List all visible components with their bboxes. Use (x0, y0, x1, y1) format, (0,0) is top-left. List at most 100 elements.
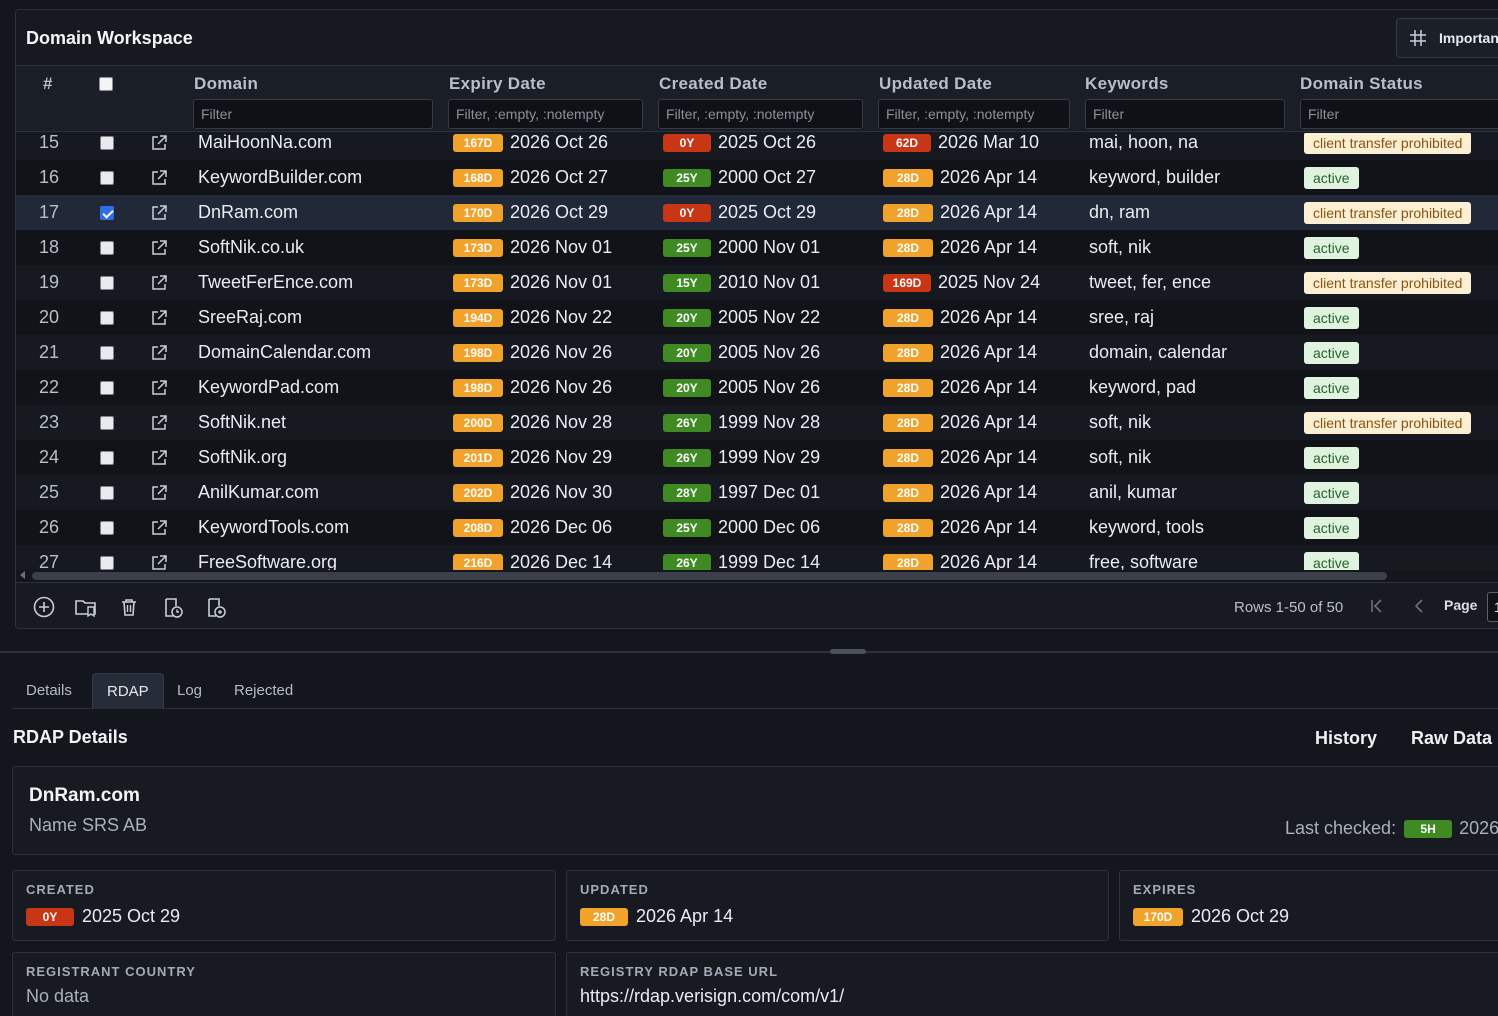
updated-filter-input[interactable] (878, 99, 1070, 129)
domain-name[interactable]: TweetFerEnce.com (198, 272, 354, 292)
row-checkbox[interactable] (100, 310, 114, 325)
expiry-cell: 216D 2026 Dec 14 (453, 545, 612, 573)
column-header-domain[interactable]: Domain (194, 74, 259, 93)
open-external-icon[interactable] (150, 274, 168, 292)
domain-name[interactable]: KeywordBuilder.com (198, 167, 363, 187)
row-checkbox[interactable] (100, 240, 114, 255)
domain-name[interactable]: SoftNik.co.uk (198, 237, 305, 257)
row-checkbox[interactable] (100, 170, 114, 185)
add-circle-icon[interactable] (32, 595, 56, 619)
updated-badge: 28D (883, 343, 933, 362)
domain-name[interactable]: SoftNik.net (198, 412, 287, 432)
column-header-keywords[interactable]: Keywords (1085, 74, 1169, 93)
status-filter-input[interactable] (1300, 99, 1498, 129)
domain-name[interactable]: SoftNik.org (198, 447, 288, 467)
table-row[interactable]: 27 FreeSoftware.org 216D 2026 Dec 14 26Y 1999… (16, 545, 1498, 573)
table-row[interactable]: 16 KeywordBuilder.com 168D 2026 Oct 27 25Y 20… (16, 160, 1498, 195)
table-row[interactable]: 20 SreeRaj.com 194D 2026 Nov 22 20Y 2005 Nov … (16, 300, 1498, 335)
table-row[interactable]: 17 DnRam.com 170D 2026 Oct 29 0Y 2025 Oct 29 2… (16, 195, 1498, 230)
table-row[interactable]: 19 TweetFerEnce.com 173D 2026 Nov 01 15Y 2010… (16, 265, 1498, 300)
table-header: # Domain Expiry Date Created Date Update… (16, 66, 1498, 132)
tab-details[interactable]: Details (26, 682, 72, 699)
domain-filter-input[interactable] (193, 99, 433, 129)
expiry-date: 2026 Oct 27 (510, 167, 609, 187)
keywords-cell: mai, hoon, na (1089, 133, 1199, 152)
page-number-input[interactable] (1487, 592, 1498, 622)
raw-data-button[interactable]: Raw Data (1411, 728, 1493, 748)
row-checkbox[interactable] (100, 135, 114, 150)
table-row[interactable]: 18 SoftNik.co.uk 173D 2026 Nov 01 25Y 2000 No… (16, 230, 1498, 265)
column-header-updated[interactable]: Updated Date (879, 74, 993, 93)
row-checkbox[interactable] (100, 555, 114, 570)
expiry-date: 2026 Dec 06 (510, 517, 613, 537)
first-page-icon[interactable] (1368, 596, 1386, 616)
created-badge: 25Y (663, 518, 711, 537)
select-all-checkbox[interactable] (99, 77, 113, 91)
open-external-icon[interactable] (150, 344, 168, 362)
tab-rejected[interactable]: Rejected (234, 682, 294, 699)
updated-cell: 28D 2026 Apr 14 (883, 475, 1037, 510)
open-external-icon[interactable] (150, 449, 168, 467)
domain-name[interactable]: SreeRaj.com (198, 307, 303, 327)
domain-name[interactable]: MaiHoonNa.com (198, 133, 333, 152)
row-checkbox[interactable] (100, 345, 114, 360)
domain-name[interactable]: KeywordPad.com (198, 377, 340, 397)
column-header-number[interactable]: # (43, 74, 53, 93)
history-button[interactable]: History (1315, 728, 1378, 748)
table-row[interactable]: 24 SoftNik.org 201D 2026 Nov 29 26Y 1999 Nov … (16, 440, 1498, 475)
splitter-handle[interactable] (830, 649, 866, 654)
row-checkbox[interactable] (100, 485, 114, 500)
column-header-created[interactable]: Created Date (659, 74, 768, 93)
folder-bookmark-icon[interactable] (74, 595, 98, 619)
open-external-icon[interactable] (150, 379, 168, 397)
open-external-icon[interactable] (150, 309, 168, 327)
row-checkbox[interactable] (100, 415, 114, 430)
scroll-left-arrow-icon[interactable] (20, 571, 25, 579)
keywords-filter-input[interactable] (1085, 99, 1285, 129)
open-external-icon[interactable] (150, 519, 168, 537)
created-filter-input[interactable] (658, 99, 863, 129)
domain-name[interactable]: KeywordTools.com (198, 517, 350, 537)
expiry-date: 2026 Oct 29 (510, 202, 609, 222)
created-cell: 26Y 1999 Dec 14 (663, 545, 820, 573)
domain-name[interactable]: AnilKumar.com (198, 482, 320, 502)
table-row[interactable]: 15 MaiHoonNa.com 167D 2026 Oct 26 0Y 2025 Oct… (16, 133, 1498, 160)
open-external-icon[interactable] (150, 239, 168, 257)
table-row[interactable]: 26 KeywordTools.com 208D 2026 Dec 06 25Y 2000… (16, 510, 1498, 545)
open-external-icon[interactable] (150, 554, 168, 572)
tab-log[interactable]: Log (177, 682, 203, 699)
import-button[interactable]: Important (1396, 18, 1498, 58)
row-checkbox[interactable] (100, 450, 114, 465)
open-external-icon[interactable] (150, 169, 168, 187)
row-checkbox[interactable] (100, 380, 114, 395)
open-external-icon[interactable] (150, 414, 168, 432)
table-row[interactable]: 25 AnilKumar.com 202D 2026 Nov 30 28Y 1997 De… (16, 475, 1498, 510)
open-external-icon[interactable] (150, 204, 168, 222)
open-external-icon[interactable] (150, 134, 168, 152)
row-checkbox[interactable] (100, 205, 114, 220)
expiry-cell: 168D 2026 Oct 27 (453, 160, 608, 195)
registry-base-url-value[interactable]: https://rdap.verisign.com/com/v1/ (580, 986, 845, 1006)
trash-icon[interactable] (117, 595, 141, 619)
open-external-icon[interactable] (150, 484, 168, 502)
table-row[interactable]: 22 KeywordPad.com 198D 2026 Nov 26 20Y 2005 N… (16, 370, 1498, 405)
updated-badge: 28D (883, 553, 933, 572)
clipboard-clock-icon[interactable] (160, 595, 184, 619)
clipboard-export-icon[interactable] (203, 595, 227, 619)
domain-name[interactable]: FreeSoftware.org (198, 552, 338, 572)
row-checkbox[interactable] (100, 275, 114, 290)
created-cell: 25Y 2000 Nov 01 (663, 230, 820, 265)
domain-name[interactable]: DnRam.com (198, 202, 299, 222)
horizontal-scrollbar[interactable] (32, 572, 1387, 580)
expiry-filter-input[interactable] (448, 99, 643, 129)
previous-page-icon[interactable] (1410, 596, 1428, 616)
domain-name[interactable]: DomainCalendar.com (198, 342, 372, 362)
tab-rdap[interactable]: RDAP (92, 673, 164, 709)
row-checkbox[interactable] (100, 520, 114, 535)
column-header-expiry[interactable]: Expiry Date (449, 74, 546, 93)
panel-splitter[interactable] (0, 651, 1498, 653)
table-row[interactable]: 21 DomainCalendar.com 198D 2026 Nov 26 20Y 20… (16, 335, 1498, 370)
table-row[interactable]: 23 SoftNik.net 200D 2026 Nov 28 26Y 1999 Nov … (16, 405, 1498, 440)
expiry-badge: 167D (453, 133, 503, 152)
column-header-status[interactable]: Domain Status (1300, 74, 1423, 93)
